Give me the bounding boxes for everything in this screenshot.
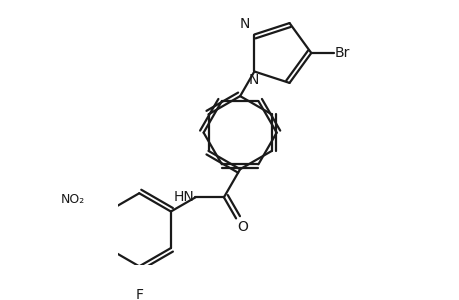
Text: Br: Br <box>334 46 349 60</box>
Text: N: N <box>247 73 258 86</box>
Text: O: O <box>236 220 247 234</box>
Text: F: F <box>135 288 143 300</box>
Text: N: N <box>240 17 250 32</box>
Text: NO₂: NO₂ <box>61 193 84 206</box>
Text: HN: HN <box>174 190 194 204</box>
